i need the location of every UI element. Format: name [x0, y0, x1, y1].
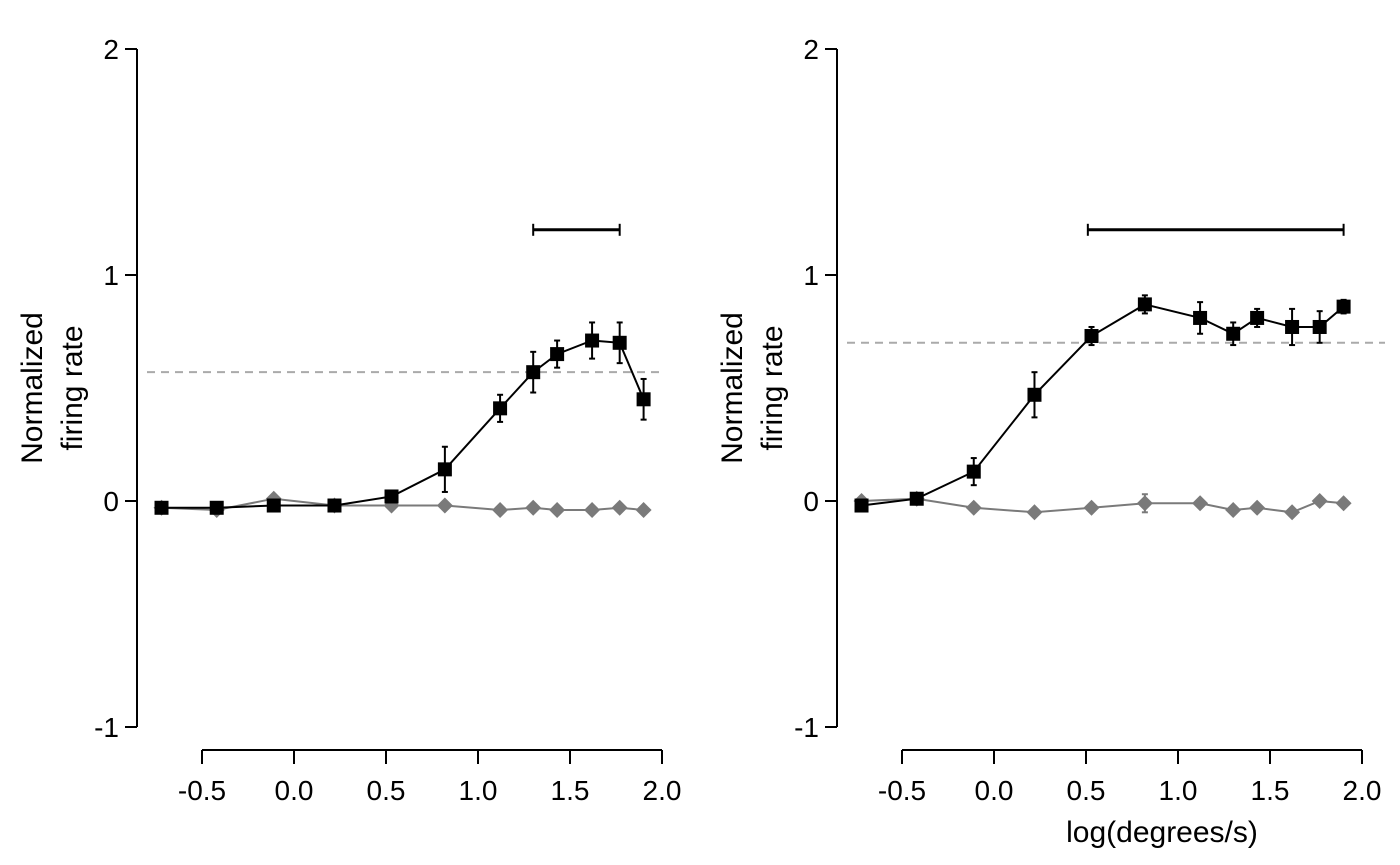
data-point-square [1285, 319, 1300, 334]
panel-1: -1 0 1 2 -0.5 0.0 0.5 1.0 1.5 2.0 Normalized firing… [16, 34, 681, 806]
y-axis-title: firing rate [756, 325, 789, 450]
data-point-square [966, 464, 981, 479]
x-tick-label: 0.0 [275, 775, 314, 806]
y-axis-title: Normalized [716, 312, 749, 464]
series-diamond [853, 490, 1352, 521]
data-point-square [636, 392, 651, 407]
data-point-diamond [1026, 504, 1043, 521]
data-point-square [384, 489, 399, 504]
data-point-square [1137, 297, 1152, 312]
data-point-diamond [1335, 495, 1352, 512]
x-tick-label: 1.0 [459, 775, 498, 806]
data-point-diamond [492, 502, 509, 519]
data-point-square [1250, 310, 1265, 325]
y-tick-label: 2 [103, 34, 119, 65]
x-tick-label: 1.0 [1159, 775, 1198, 806]
data-point-square [327, 498, 342, 513]
y-tick-label: 0 [103, 486, 119, 517]
x-tick-label: 0.5 [367, 775, 406, 806]
x-tick-label: -0.5 [178, 775, 226, 806]
data-point-square [1226, 326, 1241, 341]
x-tick-label: -0.5 [878, 775, 926, 806]
data-point-square [266, 498, 281, 513]
y-tick-label: -1 [794, 712, 819, 743]
data-point-diamond [525, 499, 542, 516]
y-axis-title: Normalized [16, 312, 49, 464]
data-point-square [526, 365, 541, 380]
data-point-diamond [1192, 495, 1209, 512]
data-point-diamond [436, 497, 453, 514]
data-point-diamond [965, 499, 982, 516]
data-point-square [854, 498, 869, 513]
data-point-diamond [1225, 502, 1242, 519]
data-point-diamond [1249, 499, 1266, 516]
series-square [154, 321, 651, 515]
data-point-diamond [635, 502, 652, 519]
x-tick-label: 2.0 [1343, 775, 1382, 806]
data-point-diamond [1136, 495, 1153, 512]
data-point-square [493, 401, 508, 416]
y-axis-title: firing rate [56, 325, 89, 450]
data-point-square [154, 500, 169, 515]
y-tick-label: 1 [103, 260, 119, 291]
x-axis-title: log(degrees/s) [1066, 816, 1258, 849]
series-line [161, 339, 645, 509]
data-point-square [1336, 299, 1351, 314]
x-tick-label: 0.0 [975, 775, 1014, 806]
data-point-diamond [1311, 493, 1328, 509]
y-tick-label: 1 [803, 260, 819, 291]
data-point-square [612, 335, 627, 350]
x-tick-label: 1.5 [1251, 775, 1290, 806]
data-point-square [585, 333, 600, 348]
data-point-square [1084, 329, 1099, 344]
x-tick-label: 1.5 [551, 775, 590, 806]
data-point-square [1193, 310, 1208, 325]
data-point-diamond [549, 502, 566, 519]
y-tick-label: -1 [94, 712, 119, 743]
y-tick-label: 2 [803, 34, 819, 65]
series-line [861, 497, 1344, 514]
data-point-diamond [1083, 499, 1100, 516]
data-point-square [909, 491, 924, 506]
data-point-square [437, 462, 452, 477]
x-tick-label: 0.5 [1067, 775, 1106, 806]
data-point-square [209, 500, 224, 515]
series-line [161, 497, 644, 512]
series-line [861, 303, 1345, 507]
panel-2: -1 0 1 2 -0.5 0.0 0.5 1.0 1.5 2.0 Normalized firing… [716, 34, 1385, 849]
series-diamond [153, 490, 652, 519]
data-point-diamond [1284, 504, 1301, 521]
data-point-square [550, 347, 565, 362]
series-square [854, 294, 1351, 513]
x-tick-label: 2.0 [643, 775, 682, 806]
data-point-square [1312, 319, 1327, 334]
data-point-diamond [611, 499, 628, 516]
data-point-square [1027, 387, 1042, 402]
data-point-diamond [584, 502, 601, 519]
y-tick-label: 0 [803, 486, 819, 517]
